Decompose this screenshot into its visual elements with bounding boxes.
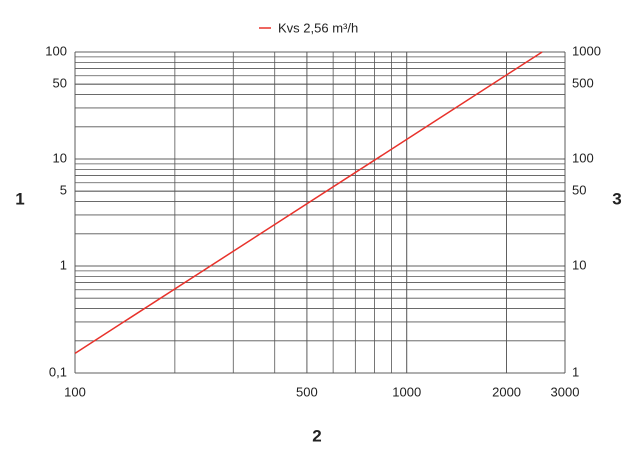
y-tick-label: 0,1 (49, 364, 67, 379)
y-tick-label: 10 (53, 150, 67, 165)
x-tick-label: 100 (64, 384, 86, 399)
y2-tick-label: 1 (572, 364, 579, 379)
x-axis-label: 2 (312, 426, 321, 445)
y-tick-label: 5 (60, 183, 67, 198)
y2-tick-label: 1000 (572, 43, 601, 58)
legend-label: Kvs 2,56 m³/h (278, 20, 358, 35)
y2-tick-label: 10 (572, 257, 586, 272)
x-tick-label: 500 (296, 384, 318, 399)
y-tick-label: 50 (53, 76, 67, 91)
x-tick-label: 3000 (551, 384, 580, 399)
y-axis-label: 1 (15, 189, 24, 208)
y2-tick-label: 100 (572, 150, 594, 165)
y-tick-label: 1 (60, 257, 67, 272)
y-tick-label: 100 (45, 43, 67, 58)
x-tick-label: 2000 (492, 384, 521, 399)
y2-tick-label: 500 (572, 76, 594, 91)
y2-tick-label: 50 (572, 183, 586, 198)
x-tick-label: 1000 (392, 384, 421, 399)
data-line (74, 51, 543, 354)
y2-axis-label: 3 (612, 189, 621, 208)
